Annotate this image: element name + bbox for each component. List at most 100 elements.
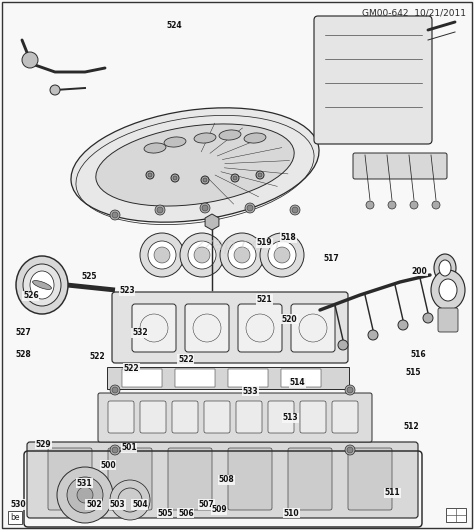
Text: 530: 530: [10, 500, 26, 509]
Text: 518: 518: [280, 233, 296, 242]
Circle shape: [173, 176, 177, 180]
Circle shape: [258, 173, 262, 177]
FancyBboxPatch shape: [291, 304, 335, 352]
FancyBboxPatch shape: [228, 448, 272, 510]
Circle shape: [398, 320, 408, 330]
Circle shape: [180, 233, 224, 277]
Circle shape: [260, 233, 304, 277]
Circle shape: [233, 176, 237, 180]
Text: 501: 501: [121, 444, 137, 452]
Circle shape: [194, 247, 210, 263]
Circle shape: [171, 174, 179, 182]
FancyBboxPatch shape: [332, 401, 358, 433]
Circle shape: [155, 205, 165, 215]
FancyBboxPatch shape: [204, 401, 230, 433]
Text: 511: 511: [385, 489, 400, 497]
Circle shape: [268, 241, 296, 269]
FancyBboxPatch shape: [107, 367, 349, 389]
Circle shape: [22, 52, 38, 68]
Circle shape: [220, 233, 264, 277]
FancyBboxPatch shape: [236, 401, 262, 433]
Circle shape: [146, 171, 154, 179]
Text: 527: 527: [16, 329, 32, 337]
Text: 528: 528: [16, 350, 32, 358]
Text: 515: 515: [406, 368, 421, 376]
FancyBboxPatch shape: [314, 16, 432, 144]
Text: 533: 533: [243, 387, 258, 395]
Circle shape: [112, 212, 118, 218]
FancyBboxPatch shape: [185, 304, 229, 352]
Ellipse shape: [164, 137, 186, 147]
Circle shape: [366, 201, 374, 209]
Circle shape: [67, 477, 103, 513]
Ellipse shape: [431, 270, 465, 310]
Text: 512: 512: [404, 422, 419, 431]
Text: 522: 522: [178, 355, 193, 364]
Circle shape: [410, 201, 418, 209]
Text: 521: 521: [257, 295, 272, 304]
Text: 531: 531: [77, 479, 92, 488]
Circle shape: [112, 387, 118, 393]
Text: 510: 510: [284, 509, 299, 517]
Circle shape: [345, 445, 355, 455]
Text: 532: 532: [132, 329, 147, 337]
Ellipse shape: [144, 143, 166, 153]
Text: 200: 200: [411, 267, 428, 276]
Circle shape: [388, 201, 396, 209]
Circle shape: [148, 241, 176, 269]
FancyBboxPatch shape: [288, 448, 332, 510]
Text: 523: 523: [119, 286, 135, 295]
FancyBboxPatch shape: [27, 442, 418, 518]
Text: 502: 502: [86, 500, 101, 509]
Circle shape: [347, 447, 353, 453]
Circle shape: [110, 480, 150, 520]
FancyBboxPatch shape: [353, 153, 447, 179]
Circle shape: [148, 173, 152, 177]
Text: GM00-642  10/21/2011: GM00-642 10/21/2011: [362, 8, 466, 17]
Circle shape: [201, 176, 209, 184]
Text: 506: 506: [178, 509, 193, 517]
Circle shape: [77, 487, 93, 503]
Circle shape: [247, 205, 253, 211]
Ellipse shape: [244, 133, 266, 143]
FancyBboxPatch shape: [228, 369, 268, 387]
Text: 516: 516: [410, 350, 426, 358]
Text: 505: 505: [157, 509, 173, 517]
Circle shape: [347, 387, 353, 393]
Circle shape: [50, 85, 60, 95]
FancyBboxPatch shape: [438, 308, 458, 332]
FancyBboxPatch shape: [140, 401, 166, 433]
Circle shape: [256, 171, 264, 179]
Circle shape: [368, 330, 378, 340]
Text: 525: 525: [82, 272, 97, 281]
Text: 524: 524: [167, 21, 182, 30]
Ellipse shape: [434, 254, 456, 282]
FancyBboxPatch shape: [122, 369, 162, 387]
FancyBboxPatch shape: [268, 401, 294, 433]
Ellipse shape: [30, 271, 54, 299]
Ellipse shape: [439, 260, 451, 276]
Circle shape: [118, 488, 142, 512]
FancyBboxPatch shape: [48, 448, 92, 510]
FancyBboxPatch shape: [446, 508, 466, 522]
Ellipse shape: [96, 124, 294, 206]
Circle shape: [274, 247, 290, 263]
Text: 514: 514: [290, 378, 305, 387]
Circle shape: [57, 467, 113, 523]
FancyBboxPatch shape: [108, 448, 152, 510]
Text: 508: 508: [219, 475, 235, 484]
Text: 500: 500: [100, 461, 116, 470]
FancyBboxPatch shape: [300, 401, 326, 433]
Circle shape: [154, 247, 170, 263]
Circle shape: [290, 205, 300, 215]
Text: 519: 519: [257, 238, 272, 247]
Text: be: be: [10, 513, 19, 522]
Ellipse shape: [219, 130, 241, 140]
Circle shape: [228, 241, 256, 269]
Text: 522: 522: [124, 364, 139, 373]
Circle shape: [202, 205, 208, 211]
Text: 526: 526: [23, 292, 38, 300]
FancyBboxPatch shape: [98, 393, 372, 442]
Circle shape: [203, 178, 207, 182]
FancyBboxPatch shape: [238, 304, 282, 352]
